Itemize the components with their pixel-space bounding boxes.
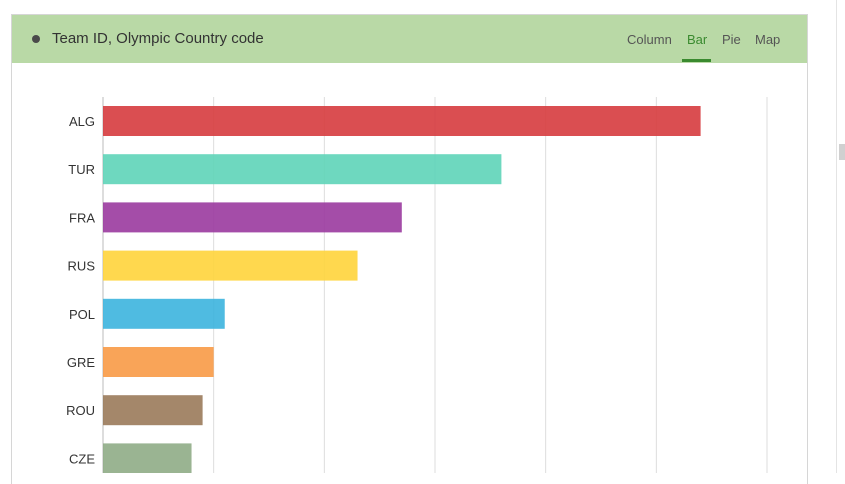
tab-bar[interactable]: Bar bbox=[687, 32, 708, 47]
bar-chart: ALG TUR FRA RUS POL GRE ROU CZE bbox=[66, 97, 768, 473]
bar-alg[interactable] bbox=[103, 106, 701, 136]
scrollbar-track[interactable] bbox=[836, 0, 837, 473]
category-label-fra: FRA bbox=[69, 210, 95, 225]
bullet-dot-icon bbox=[32, 35, 40, 43]
bar-pol[interactable] bbox=[103, 298, 225, 329]
category-label-tur: TUR bbox=[68, 162, 95, 177]
category-label-cze: CZE bbox=[69, 451, 95, 466]
bar-gre[interactable] bbox=[103, 347, 214, 377]
category-label-pol: POL bbox=[69, 307, 95, 322]
bar-rus[interactable] bbox=[103, 250, 358, 281]
tab-pie[interactable]: Pie bbox=[722, 32, 741, 47]
tab-map[interactable]: Map bbox=[755, 32, 781, 47]
category-label-rus: RUS bbox=[68, 259, 96, 274]
card-header: Team ID, Olympic Country code Column Bar… bbox=[12, 15, 807, 63]
tab-column[interactable]: Column bbox=[627, 32, 672, 47]
bar-fra[interactable] bbox=[103, 202, 402, 233]
active-tab-indicator bbox=[682, 59, 711, 62]
bar-rou[interactable] bbox=[103, 395, 203, 426]
category-label-alg: ALG bbox=[69, 114, 95, 129]
bar-tur[interactable] bbox=[103, 154, 502, 185]
chart-title: Team ID, Olympic Country code bbox=[52, 30, 264, 47]
category-label-rou: ROU bbox=[66, 403, 95, 418]
scrollbar-thumb[interactable] bbox=[839, 144, 845, 160]
category-label-gre: GRE bbox=[67, 355, 96, 370]
bar-cze[interactable] bbox=[103, 443, 192, 473]
